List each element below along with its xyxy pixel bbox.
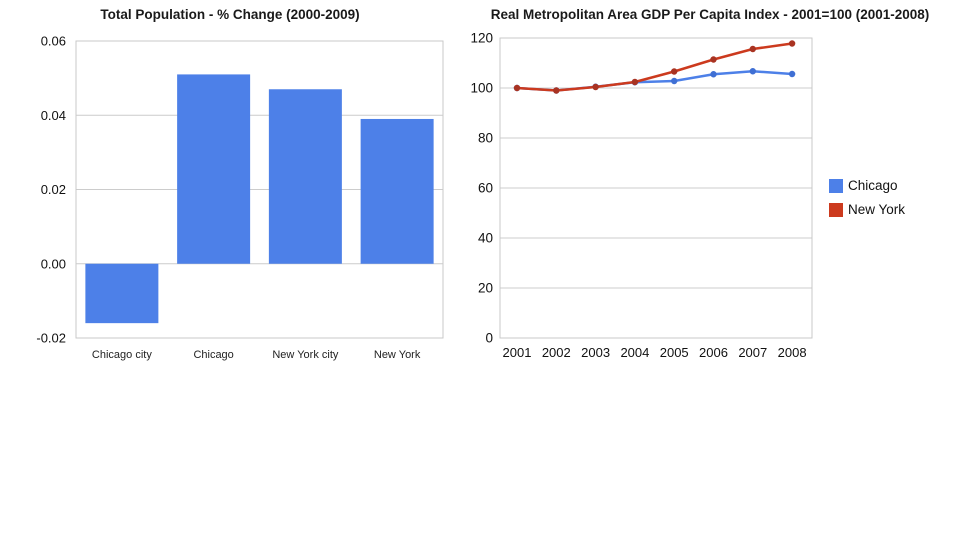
svg-text:Chicago city: Chicago city bbox=[92, 349, 152, 361]
svg-text:0.00: 0.00 bbox=[41, 256, 66, 271]
svg-text:2006: 2006 bbox=[699, 345, 728, 360]
bar-chart-plot: -0.02 0.00 0.02 0.04 0.06 Chicago city Chicago… bbox=[36, 34, 444, 361]
svg-text:40: 40 bbox=[478, 231, 493, 246]
bar-chart-title: Total Population - % Change (2000-2009) bbox=[100, 7, 360, 22]
gdp-line-chart: Real Metropolitan Area GDP Per Capita In… bbox=[460, 0, 960, 380]
svg-text:2007: 2007 bbox=[738, 345, 767, 360]
svg-text:2005: 2005 bbox=[660, 345, 689, 360]
svg-text:New York: New York bbox=[374, 349, 421, 361]
line-chart-plot: 0 20 40 60 80 100 120 2001 2002 2003 2004 2005 2006 2… bbox=[470, 31, 813, 360]
svg-text:0: 0 bbox=[485, 331, 493, 346]
svg-text:20: 20 bbox=[478, 281, 493, 296]
new-york-series-label: New York bbox=[848, 202, 906, 217]
svg-text:2008: 2008 bbox=[778, 345, 807, 360]
svg-text:0.02: 0.02 bbox=[41, 182, 66, 197]
svg-text:-0.02: -0.02 bbox=[36, 331, 66, 346]
svg-text:2002: 2002 bbox=[542, 345, 571, 360]
legend-item-new-york: New York bbox=[829, 202, 905, 217]
svg-text:60: 60 bbox=[478, 181, 493, 196]
population-bar-chart: Total Population - % Change (2000-2009) … bbox=[0, 0, 460, 380]
legend-item-chicago: Chicago bbox=[829, 178, 905, 193]
svg-text:2003: 2003 bbox=[581, 345, 610, 360]
chicago-series-swatch bbox=[829, 178, 843, 193]
new-york-series-swatch bbox=[829, 202, 843, 217]
chart-legend: Chicago New York bbox=[829, 178, 905, 217]
svg-text:Chicago: Chicago bbox=[193, 349, 233, 361]
svg-text:0.06: 0.06 bbox=[41, 34, 66, 49]
svg-text:80: 80 bbox=[478, 131, 493, 146]
svg-text:100: 100 bbox=[470, 81, 493, 96]
svg-text:New York city: New York city bbox=[272, 349, 339, 361]
svg-text:0.04: 0.04 bbox=[41, 108, 66, 123]
svg-text:2004: 2004 bbox=[620, 345, 649, 360]
line-chart-title: Real Metropolitan Area GDP Per Capita In… bbox=[490, 7, 930, 22]
svg-text:2001: 2001 bbox=[503, 345, 532, 360]
chicago-series-label: Chicago bbox=[848, 178, 898, 193]
svg-text:120: 120 bbox=[470, 31, 493, 46]
